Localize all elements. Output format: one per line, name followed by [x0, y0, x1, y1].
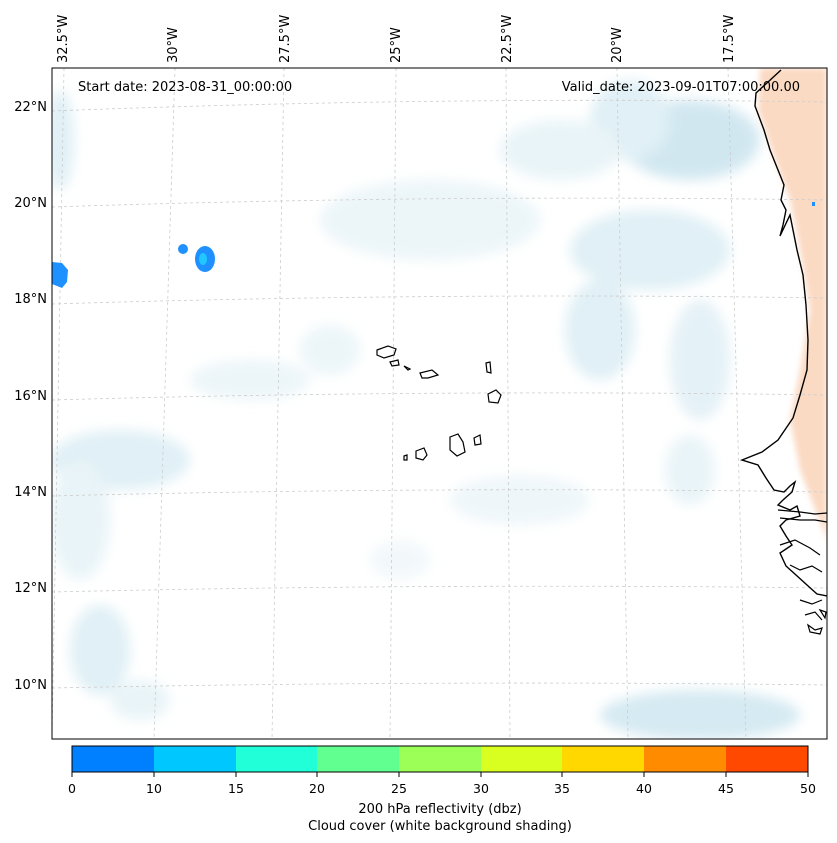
- colorbar-segment: [72, 746, 154, 772]
- lat-label: 10°N: [14, 678, 47, 693]
- reflectivity-echoes: [52, 202, 815, 288]
- colorbar-tick-label: 45: [718, 781, 734, 796]
- guinea-bissau-coast: [779, 539, 827, 635]
- colorbar-label-reflectivity: 200 hPa reflectivity (dbz): [358, 802, 521, 817]
- colorbar-tick-label: 30: [473, 781, 489, 796]
- colorbar-segments: [72, 746, 808, 772]
- latitude-labels: 22°N 20°N 18°N 16°N 14°N 12°N 10°N: [14, 100, 47, 693]
- lon-label: 20°W: [610, 27, 625, 63]
- lon-label: 22.5°W: [500, 15, 515, 63]
- colorbar-tick-label: 20: [309, 781, 325, 796]
- colorbar-frame: [71, 745, 809, 773]
- lon-label: 25°W: [389, 27, 404, 63]
- graticule: [52, 68, 827, 739]
- start-date-label: Start date: 2023-08-31_00:00:00: [78, 80, 292, 95]
- colorbar-segment: [399, 746, 481, 772]
- colorbar-tick-label: 35: [554, 781, 570, 796]
- colorbar-tick-label: 50: [800, 781, 816, 796]
- cape-verde-islands: [376, 345, 502, 461]
- lat-label: 22°N: [14, 100, 47, 115]
- lon-label: 30°W: [166, 27, 181, 63]
- colorbar-tick-label: 40: [636, 781, 652, 796]
- longitude-labels: 32.5°W 30°W 27.5°W 25°W 22.5°W 20°W 17.5…: [56, 15, 737, 63]
- colorbar-label-cloud-cover: Cloud cover (white background shading): [308, 819, 572, 834]
- lon-label: 17.5°W: [722, 15, 737, 63]
- lon-label: 32.5°W: [56, 15, 71, 63]
- valid-date-label: Valid_date: 2023-09-01T07:00:00.00: [562, 80, 800, 95]
- coastline: [739, 69, 827, 597]
- echo-cell-small: [178, 244, 188, 254]
- lat-label: 14°N: [14, 485, 47, 500]
- colorbar-tick-label: 10: [146, 781, 162, 796]
- colorbar-segment: [726, 746, 808, 772]
- colorbar-tick-label: 0: [68, 781, 76, 796]
- colorbar-segment: [562, 746, 644, 772]
- gambia-river: [777, 509, 827, 523]
- colorbar-tick-label: 25: [391, 781, 407, 796]
- colorbar-segment: [317, 746, 399, 772]
- lat-label: 18°N: [14, 292, 47, 307]
- colorbar-segment: [644, 746, 726, 772]
- map-plot-area: [52, 68, 827, 739]
- lat-label: 12°N: [14, 581, 47, 596]
- colorbar-segment: [236, 746, 317, 772]
- colorbar-tick-label: 15: [228, 781, 244, 796]
- land-warm-shading: [758, 68, 827, 540]
- echo-cell-edge: [52, 262, 68, 288]
- map-frame: [51, 67, 828, 740]
- lon-label: 27.5°W: [278, 15, 293, 63]
- colorbar-segment: [154, 746, 236, 772]
- lat-label: 20°N: [14, 196, 47, 211]
- colorbar-segment: [481, 746, 562, 772]
- cloud-cover-shading: [52, 80, 800, 739]
- lat-label: 16°N: [14, 389, 47, 404]
- colorbar-ticks: 0 10 15 20 25 30 35 40 45 50: [68, 781, 816, 796]
- colorbar: 0 10 15 20 25 30 35 40 45 50 200 hPa ref…: [68, 745, 816, 834]
